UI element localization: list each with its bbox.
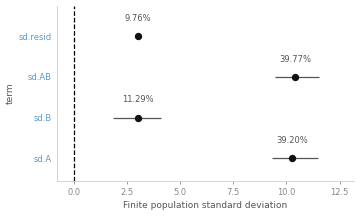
Text: 39.20%: 39.20% — [276, 136, 307, 145]
Text: 11.29%: 11.29% — [122, 95, 153, 105]
Point — [289, 157, 294, 160]
Point — [135, 116, 140, 119]
Text: 9.76%: 9.76% — [124, 14, 151, 23]
Point — [135, 34, 140, 38]
X-axis label: Finite population standard deviation: Finite population standard deviation — [123, 202, 288, 210]
Text: 39.77%: 39.77% — [279, 55, 311, 64]
Point — [292, 75, 298, 79]
Y-axis label: term: term — [5, 82, 14, 104]
